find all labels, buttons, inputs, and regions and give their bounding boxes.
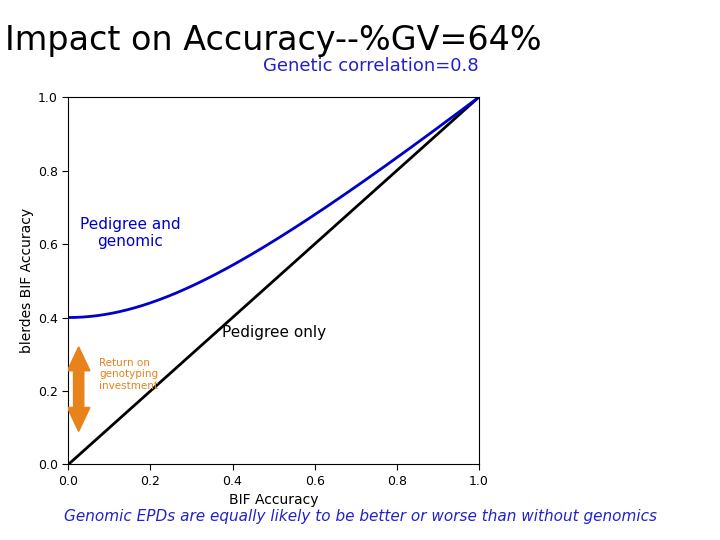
Text: Pedigree and
genomic: Pedigree and genomic xyxy=(80,217,180,249)
Text: Genomic EPDs are equally likely to be better or worse than without genomics: Genomic EPDs are equally likely to be be… xyxy=(63,509,657,524)
Y-axis label: blerdes BIF Accuracy: blerdes BIF Accuracy xyxy=(20,208,34,353)
Text: Genetic correlation=0.8: Genetic correlation=0.8 xyxy=(264,57,479,75)
X-axis label: BIF Accuracy: BIF Accuracy xyxy=(229,494,318,508)
FancyArrow shape xyxy=(68,389,90,431)
Text: Impact on Accuracy--%GV=64%: Impact on Accuracy--%GV=64% xyxy=(5,24,542,57)
Text: Pedigree only: Pedigree only xyxy=(222,325,325,340)
Text: Return on
genotyping
investment: Return on genotyping investment xyxy=(99,358,158,391)
FancyArrow shape xyxy=(68,347,90,389)
